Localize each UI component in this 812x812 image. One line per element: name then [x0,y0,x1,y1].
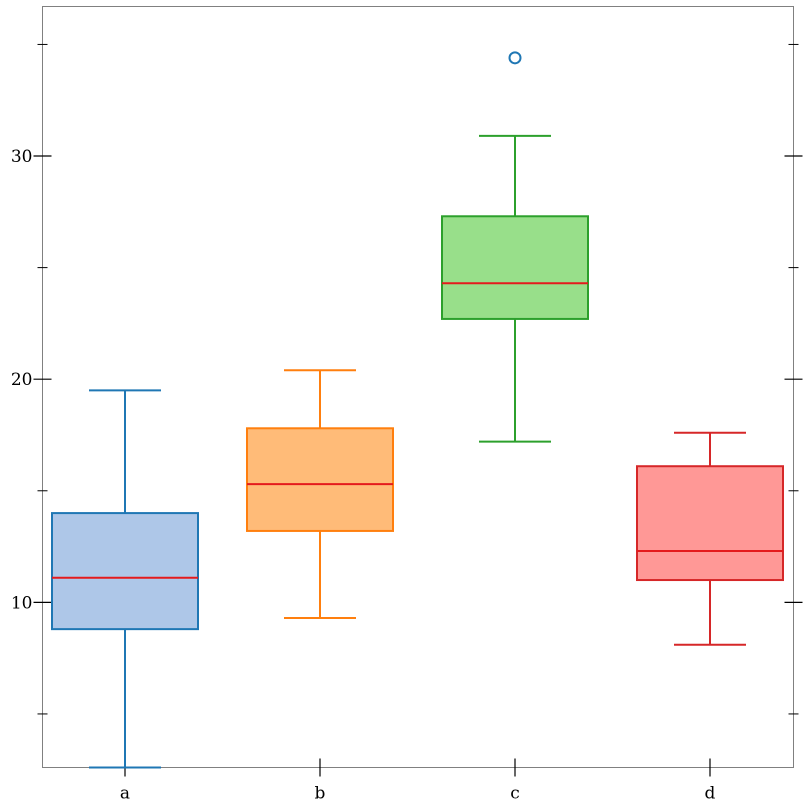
box-group-a [51,389,199,769]
box-a [51,512,199,631]
box-group-c [441,51,589,443]
box-d [636,465,784,582]
y-tick-label: 10 [11,593,33,613]
box-b [246,427,394,532]
x-axis: a b c d [120,758,716,804]
y-axis-right [784,43,803,715]
x-tick-label-a: a [120,784,130,804]
x-tick-label-b: b [315,784,326,804]
y-tick-label: 20 [11,370,33,390]
plot-frame [42,6,794,768]
y-axis-left: 10 20 30 [11,43,52,715]
x-tick-label-c: c [510,784,520,804]
boxes-group [51,51,784,769]
box-group-d [636,431,784,646]
y-tick-label: 30 [11,147,33,167]
box-group-b [246,369,394,619]
x-tick-label-d: d [705,784,716,804]
outlier-c [508,51,522,65]
box-c [441,215,589,320]
